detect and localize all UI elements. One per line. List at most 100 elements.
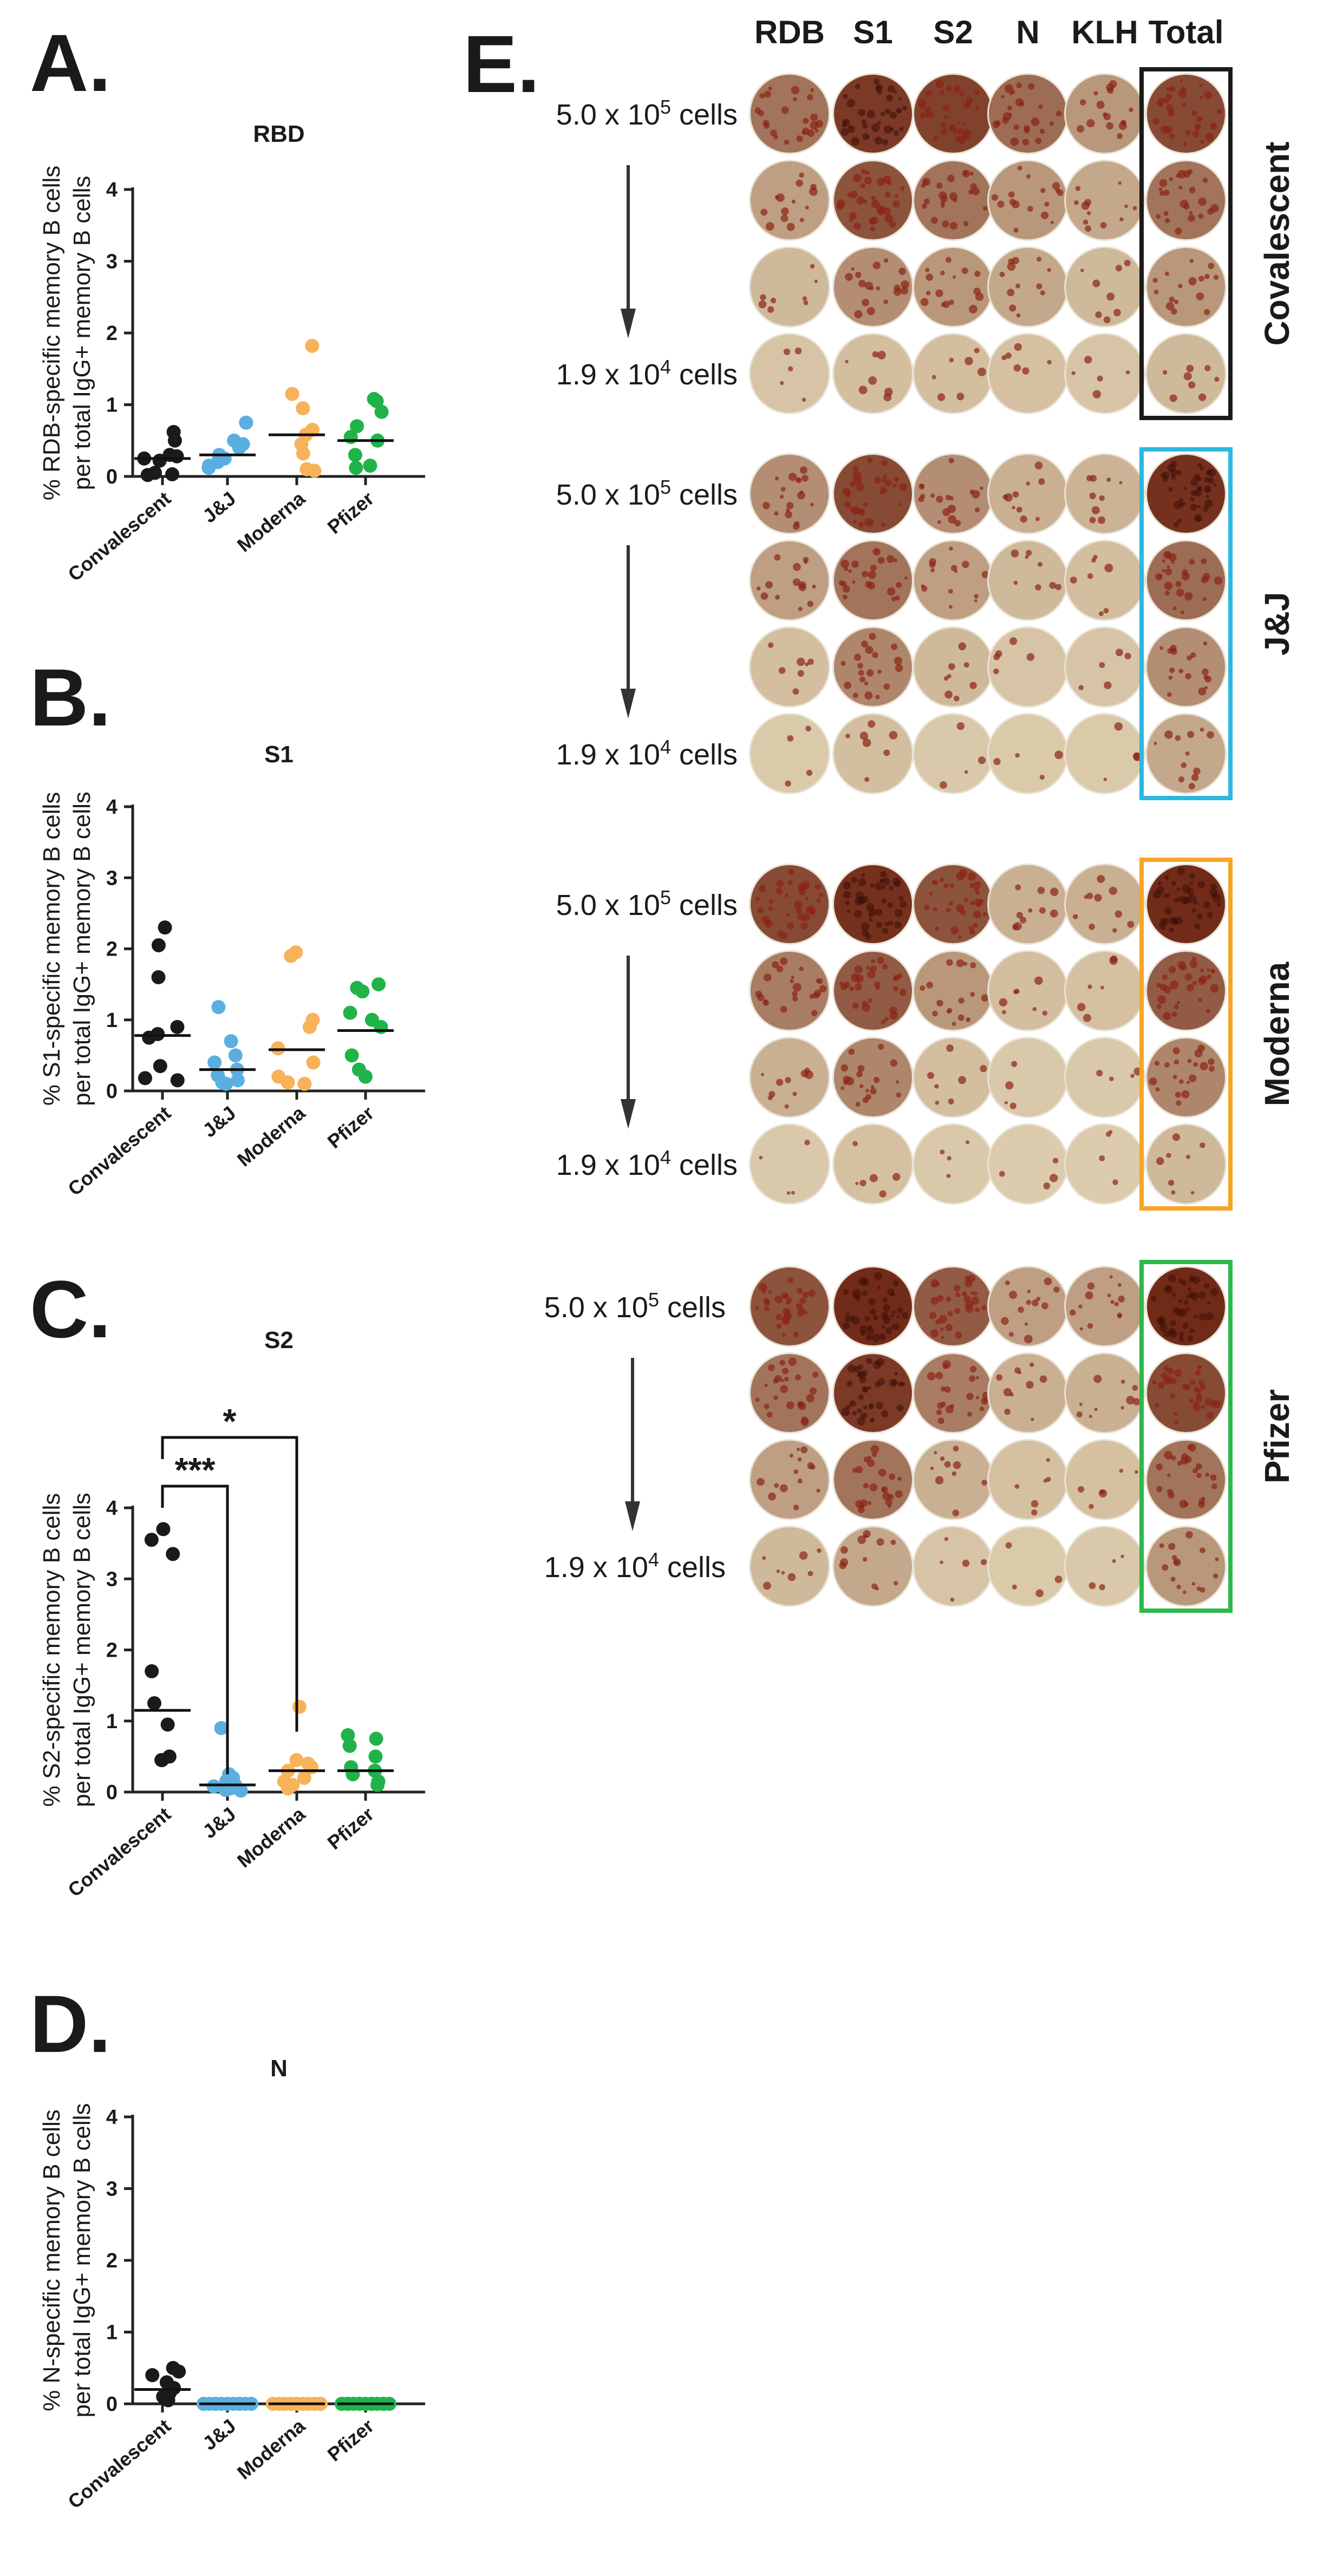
well-spot <box>812 1371 819 1378</box>
well-spot <box>860 1412 868 1420</box>
well-fill <box>989 1267 1067 1345</box>
well-spot <box>806 94 813 101</box>
well-spot <box>875 882 883 891</box>
column-header: N <box>1016 14 1039 50</box>
well-spot <box>981 1480 987 1486</box>
well-spot <box>894 656 903 665</box>
well-spot <box>1168 553 1177 561</box>
well-spot <box>962 128 969 135</box>
well-spot <box>868 1404 874 1410</box>
y-tick-label: 0 <box>106 2393 118 2416</box>
well-spot <box>885 1327 892 1334</box>
well-spot <box>952 1022 956 1026</box>
well <box>1064 246 1145 328</box>
well-fill <box>914 1527 992 1605</box>
well-fill <box>751 715 829 793</box>
well-spot <box>940 270 945 276</box>
well-spot <box>1083 1014 1091 1022</box>
well-spot <box>766 1411 773 1418</box>
well-spot <box>1120 1379 1125 1384</box>
well-spot <box>934 1281 940 1287</box>
well-spot <box>961 267 968 274</box>
well-spot <box>766 222 774 231</box>
well-spot <box>764 1306 770 1311</box>
well-spot <box>920 985 926 991</box>
well <box>832 540 914 621</box>
well-spot <box>1040 211 1049 220</box>
well-spot <box>795 907 803 914</box>
well-spot <box>869 520 875 525</box>
well-spot <box>799 490 804 494</box>
well-spot <box>775 1313 783 1320</box>
well-spot <box>1187 1444 1192 1449</box>
column-header: S2 <box>933 14 973 50</box>
data-point <box>207 1055 222 1070</box>
well-spot <box>999 271 1005 278</box>
well-spot <box>792 563 801 571</box>
well <box>1064 713 1145 794</box>
well-spot <box>1008 1332 1014 1337</box>
well-spot <box>1158 881 1162 885</box>
well-spot <box>859 1376 866 1383</box>
well-fill <box>914 715 992 793</box>
data-point <box>138 1071 152 1086</box>
well-spot <box>869 918 873 922</box>
well-spot <box>852 1002 859 1009</box>
well-spot <box>1188 381 1196 389</box>
well-spot <box>1178 776 1185 783</box>
well-spot <box>1005 1081 1014 1090</box>
well-spot <box>1156 1463 1163 1470</box>
well-spot <box>1004 493 1013 502</box>
well-spot <box>1187 1287 1192 1292</box>
well-spot <box>1185 1294 1190 1299</box>
well-spot <box>1012 491 1019 498</box>
well-spot <box>877 1285 881 1290</box>
well-fill <box>989 1441 1067 1519</box>
well-spot <box>768 86 772 91</box>
well-spot <box>949 546 953 551</box>
well-spot <box>1093 1375 1102 1383</box>
well-spot <box>883 749 890 756</box>
well-spot <box>1204 365 1211 371</box>
well-spot <box>1189 559 1195 565</box>
well-spot <box>881 112 885 116</box>
well-fill <box>914 335 992 413</box>
well-fill <box>834 1125 912 1203</box>
x-tick-label: Moderna <box>233 2414 310 2483</box>
well-spot <box>921 203 927 209</box>
well <box>1145 713 1227 794</box>
well-spot <box>945 1324 953 1331</box>
well-spot <box>1164 218 1170 224</box>
well-spot <box>869 632 876 640</box>
well-spot <box>966 1392 974 1400</box>
well-spot <box>1001 1317 1009 1325</box>
well-spot <box>768 1290 772 1293</box>
well-spot <box>1015 884 1021 891</box>
well-spot <box>784 139 790 145</box>
well-spot <box>895 664 903 672</box>
well-spot <box>1174 898 1178 903</box>
well-spot <box>933 135 939 141</box>
well-fill <box>989 248 1067 326</box>
well-spot <box>1109 886 1117 895</box>
well <box>1064 540 1145 621</box>
well-spot <box>883 474 888 479</box>
well-spot <box>1190 478 1198 486</box>
well-fill <box>751 335 829 413</box>
well-spot <box>1170 474 1176 480</box>
well-spot <box>807 129 815 137</box>
well-spot <box>768 642 774 648</box>
well-spot <box>896 1404 904 1412</box>
well-spot <box>1103 113 1111 121</box>
y-tick-label: 3 <box>106 251 118 273</box>
well-spot <box>1084 356 1092 364</box>
well <box>749 73 830 154</box>
well-spot <box>810 264 815 269</box>
data-point <box>346 1767 360 1782</box>
well-spot <box>837 199 846 208</box>
well-spot <box>1162 918 1170 925</box>
well-spot <box>972 923 978 929</box>
well-spot <box>1169 133 1175 139</box>
well-spot <box>861 640 868 648</box>
